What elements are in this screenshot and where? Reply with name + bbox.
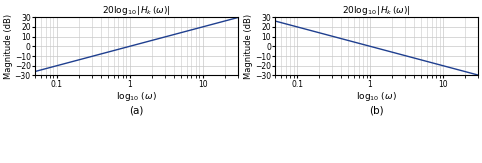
Y-axis label: Magnitude (dB): Magnitude (dB) [244,14,254,79]
Title: $20 \log_{10} |H_k\,(\omega)|$: $20 \log_{10} |H_k\,(\omega)|$ [342,4,411,17]
Text: (a): (a) [129,106,143,116]
X-axis label: $\log_{10}\,(\omega)$: $\log_{10}\,(\omega)$ [116,90,157,103]
Text: (b): (b) [369,106,384,116]
X-axis label: $\log_{10}\,(\omega)$: $\log_{10}\,(\omega)$ [356,90,397,103]
Y-axis label: Magnitude (dB): Magnitude (dB) [4,14,13,79]
Title: $20 \log_{10} |H_k\,(\omega)|$: $20 \log_{10} |H_k\,(\omega)|$ [102,4,171,17]
